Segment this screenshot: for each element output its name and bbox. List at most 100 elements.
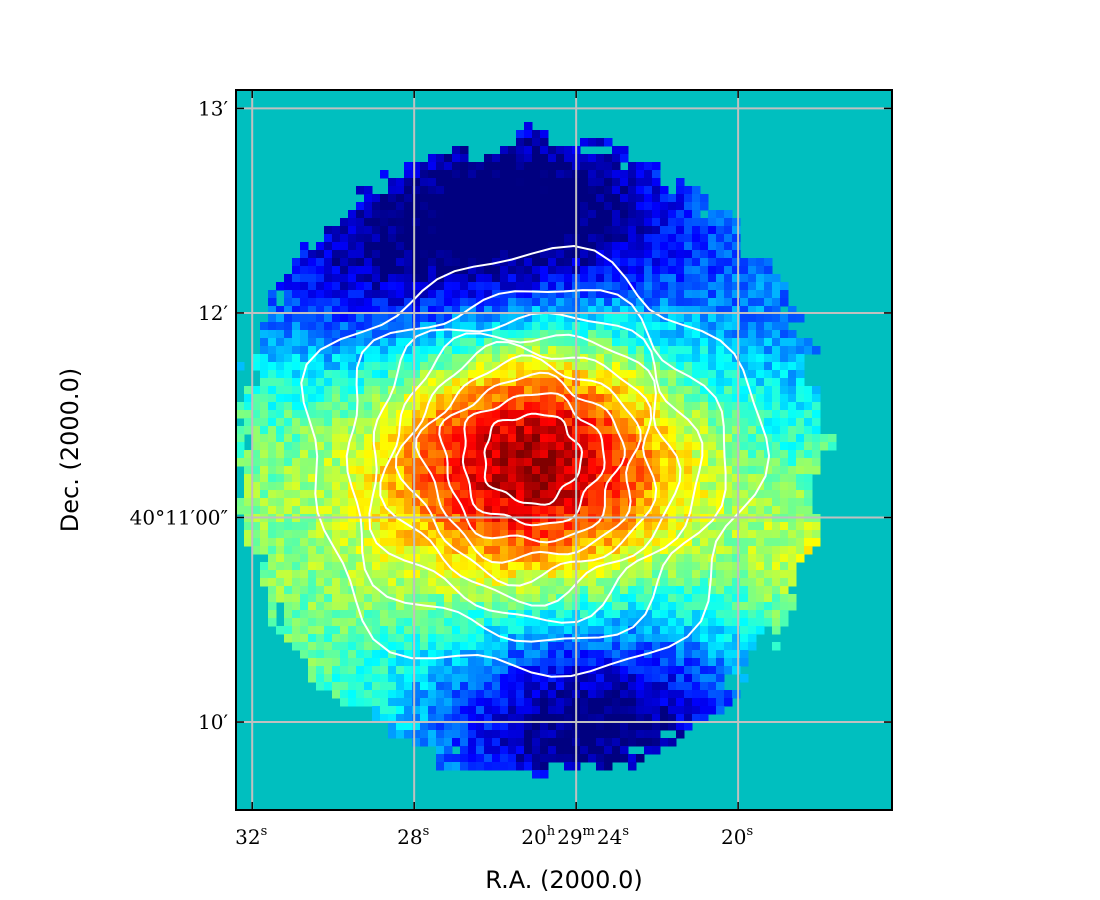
heatmap-pixel: [668, 698, 677, 707]
heatmap-pixel: [516, 674, 525, 683]
heatmap-pixel: [404, 474, 413, 483]
heatmap-pixel: [492, 602, 501, 611]
heatmap-pixel: [388, 306, 397, 315]
heatmap-pixel: [332, 490, 341, 499]
heatmap-pixel: [436, 522, 445, 531]
heatmap-pixel: [500, 578, 509, 587]
heatmap-pixel: [428, 570, 437, 579]
heatmap-pixel: [692, 578, 701, 587]
heatmap-pixel: [588, 410, 597, 419]
heatmap-pixel: [684, 258, 693, 267]
heatmap-pixel: [516, 762, 525, 771]
heatmap-pixel: [732, 250, 741, 259]
heatmap-pixel: [436, 586, 445, 595]
heatmap-pixel: [540, 730, 549, 739]
heatmap-pixel: [644, 338, 653, 347]
heatmap-pixel: [620, 418, 629, 427]
heatmap-pixel: [604, 154, 613, 163]
heatmap-pixel: [332, 666, 341, 675]
heatmap-pixel: [348, 410, 357, 419]
heatmap-pixel: [556, 666, 565, 675]
heatmap-pixel: [340, 658, 349, 667]
heatmap-pixel: [404, 402, 413, 411]
heatmap-pixel: [692, 498, 701, 507]
heatmap-pixel: [308, 386, 317, 395]
heatmap-pixel: [508, 466, 517, 475]
heatmap-pixel: [668, 738, 677, 747]
contour-line: [394, 340, 658, 587]
heatmap-pixel: [604, 650, 613, 659]
heatmap-pixel: [556, 506, 565, 515]
heatmap-pixel: [660, 618, 669, 627]
heatmap-pixel: [508, 402, 517, 411]
heatmap-pixel: [676, 202, 685, 211]
heatmap-pixel: [796, 362, 805, 371]
heatmap-pixel: [380, 714, 389, 723]
heatmap-pixel: [404, 682, 413, 691]
heatmap-pixel: [588, 546, 597, 555]
heatmap-pixel: [596, 610, 605, 619]
heatmap-pixel: [316, 658, 325, 667]
heatmap-pixel: [684, 338, 693, 347]
heatmap-pixel: [652, 402, 661, 411]
heatmap-pixel: [364, 410, 373, 419]
heatmap-pixel: [604, 522, 613, 531]
heatmap-pixel: [556, 490, 565, 499]
heatmap-pixel: [812, 466, 821, 475]
heatmap-pixel: [524, 634, 533, 643]
heatmap-pixel: [700, 194, 709, 203]
heatmap-pixel: [364, 186, 373, 195]
heatmap-pixel: [444, 170, 453, 179]
heatmap-pixel: [628, 178, 637, 187]
heatmap-pixel: [652, 586, 661, 595]
heatmap-pixel: [492, 626, 501, 635]
heatmap-pixel: [764, 394, 773, 403]
heatmap-pixel: [604, 202, 613, 211]
heatmap-pixel: [748, 482, 757, 491]
heatmap-pixel: [716, 378, 725, 387]
heatmap-pixel: [580, 178, 589, 187]
heatmap-pixel: [516, 602, 525, 611]
heatmap-pixel: [588, 258, 597, 267]
heatmap-pixel: [412, 738, 421, 747]
heatmap-pixel: [700, 250, 709, 259]
heatmap-pixel: [436, 442, 445, 451]
heatmap-pixel: [644, 178, 653, 187]
heatmap-pixel: [276, 282, 285, 291]
heatmap-pixel: [716, 706, 725, 715]
heatmap-pixel: [476, 762, 485, 771]
heatmap-pixel: [380, 394, 389, 403]
heatmap-pixel: [460, 498, 469, 507]
heatmap-pixel: [444, 722, 453, 731]
heatmap-pixel: [532, 570, 541, 579]
heatmap-pixel: [388, 226, 397, 235]
heatmap-pixel: [652, 546, 661, 555]
heatmap-pixel: [412, 290, 421, 299]
heatmap-pixel: [356, 346, 365, 355]
heatmap-pixel: [316, 506, 325, 515]
heatmap-pixel: [532, 610, 541, 619]
heatmap-pixel: [676, 506, 685, 515]
heatmap-pixel: [524, 226, 533, 235]
heatmap-pixel: [260, 386, 269, 395]
heatmap-pixel: [676, 266, 685, 275]
heatmap-pixel: [412, 450, 421, 459]
heatmap-pixel: [484, 418, 493, 427]
heatmap-pixel: [588, 658, 597, 667]
heatmap-pixel: [500, 602, 509, 611]
heatmap-pixel: [332, 674, 341, 683]
heatmap-pixel: [764, 306, 773, 315]
heatmap-pixel: [492, 266, 501, 275]
heatmap-pixel: [612, 594, 621, 603]
heatmap-pixel: [740, 554, 749, 563]
heatmap-pixel: [364, 442, 373, 451]
heatmap-pixel: [500, 490, 509, 499]
heatmap-pixel: [348, 682, 357, 691]
heatmap-pixel: [764, 594, 773, 603]
heatmap-pixel: [492, 698, 501, 707]
heatmap-pixel: [524, 602, 533, 611]
heatmap-pixel: [268, 434, 277, 443]
heatmap-pixel: [324, 354, 333, 363]
heatmap-pixel: [260, 466, 269, 475]
heatmap-pixel: [308, 394, 317, 403]
